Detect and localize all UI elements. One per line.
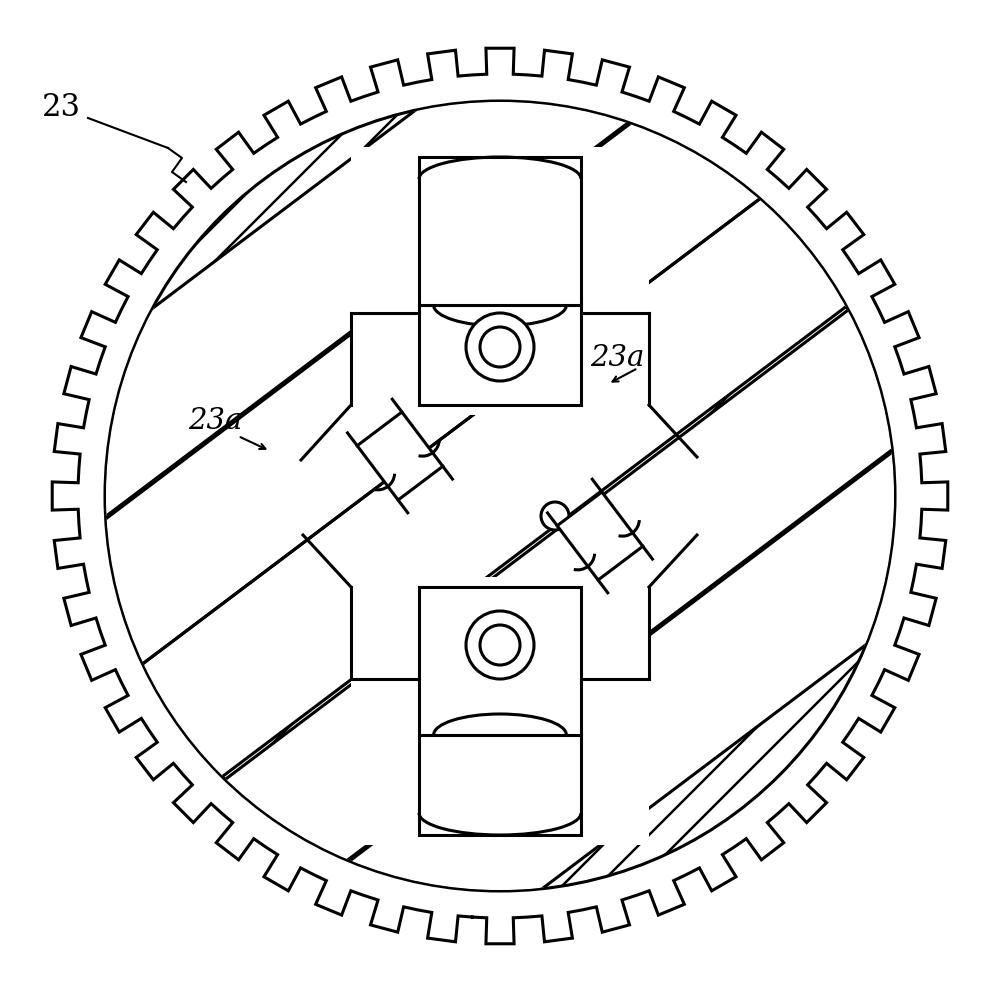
- Polygon shape: [21, 60, 798, 693]
- Bar: [419, 587, 581, 835]
- Text: 23: 23: [42, 92, 81, 123]
- Polygon shape: [0, 0, 714, 581]
- Circle shape: [541, 502, 569, 530]
- Bar: [351, 577, 649, 845]
- Circle shape: [466, 611, 534, 679]
- Bar: [419, 157, 581, 405]
- Polygon shape: [357, 412, 443, 500]
- Polygon shape: [104, 170, 881, 803]
- Text: 23a: 23a: [590, 344, 644, 372]
- Circle shape: [105, 101, 895, 891]
- Polygon shape: [190, 283, 967, 916]
- Bar: [351, 147, 649, 415]
- Text: 23a: 23a: [188, 407, 242, 435]
- Polygon shape: [557, 492, 643, 580]
- Polygon shape: [274, 395, 1000, 996]
- Circle shape: [466, 313, 534, 381]
- Polygon shape: [52, 48, 948, 944]
